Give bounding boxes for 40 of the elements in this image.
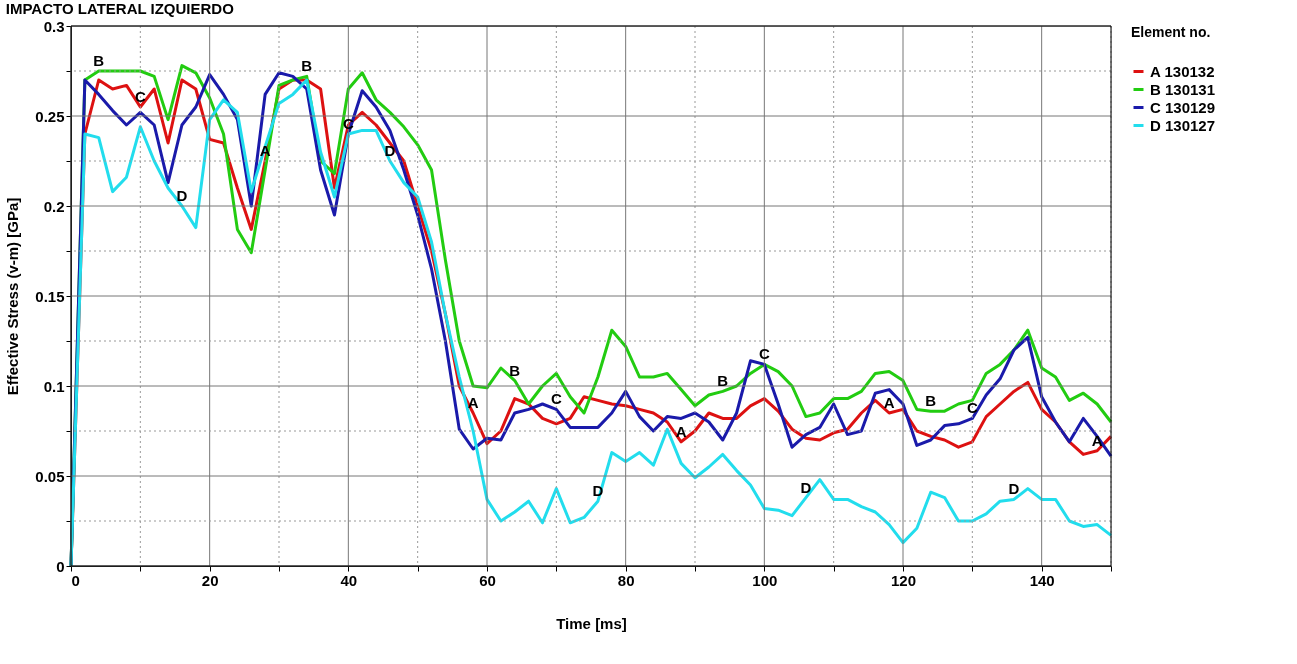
y-tick-label: 0.25 [35, 107, 65, 125]
x-tick-label: 140 [1029, 571, 1055, 589]
legend-label: A 130132 [1150, 62, 1215, 80]
y-axis-title: Effective Stress (v-m) [GPa] [4, 197, 22, 396]
x-axis-title: Time [ms] [556, 614, 627, 632]
annotation: B [717, 372, 729, 390]
annotation: D [176, 187, 188, 204]
annotation: C [550, 390, 562, 408]
annotation: C [758, 345, 770, 363]
legend-title: Element no. [1131, 24, 1211, 40]
annotation: B [509, 361, 521, 379]
y-tick-label: 0.3 [43, 17, 65, 35]
y-tick-label: 0.2 [43, 197, 65, 215]
x-tick-label: 120 [890, 571, 917, 589]
x-tick-label: 40 [340, 571, 358, 589]
legend-label: B 130131 [1150, 80, 1216, 98]
annotation: A [883, 394, 895, 411]
annotation: B [301, 57, 313, 75]
legend-label: D 130127 [1150, 116, 1216, 134]
legend-label: C 130129 [1150, 98, 1216, 116]
annotation: A [675, 422, 687, 440]
annotation: B [925, 392, 937, 410]
annotation: C [966, 399, 978, 417]
y-tick-label: 0.05 [35, 467, 65, 485]
annotation: C [134, 88, 146, 105]
x-tick-label: 60 [479, 571, 496, 589]
annotation: C [342, 115, 354, 132]
annotation: A [467, 394, 479, 411]
x-tick-label: 100 [752, 571, 778, 589]
chart-title: IMPACTO LATERAL IZQUIERDO [5, 0, 235, 17]
annotation: B [93, 52, 105, 69]
annotation: A [259, 142, 271, 159]
x-tick-label: 0 [71, 571, 80, 589]
annotation: D [800, 478, 812, 496]
y-tick-label: 0.1 [43, 377, 65, 395]
y-tick-label: 0.15 [35, 287, 65, 305]
x-tick-label: 80 [617, 571, 635, 589]
annotation: D [1008, 480, 1020, 498]
y-tick-label: 0 [56, 557, 65, 575]
x-tick-label: 20 [201, 571, 219, 589]
